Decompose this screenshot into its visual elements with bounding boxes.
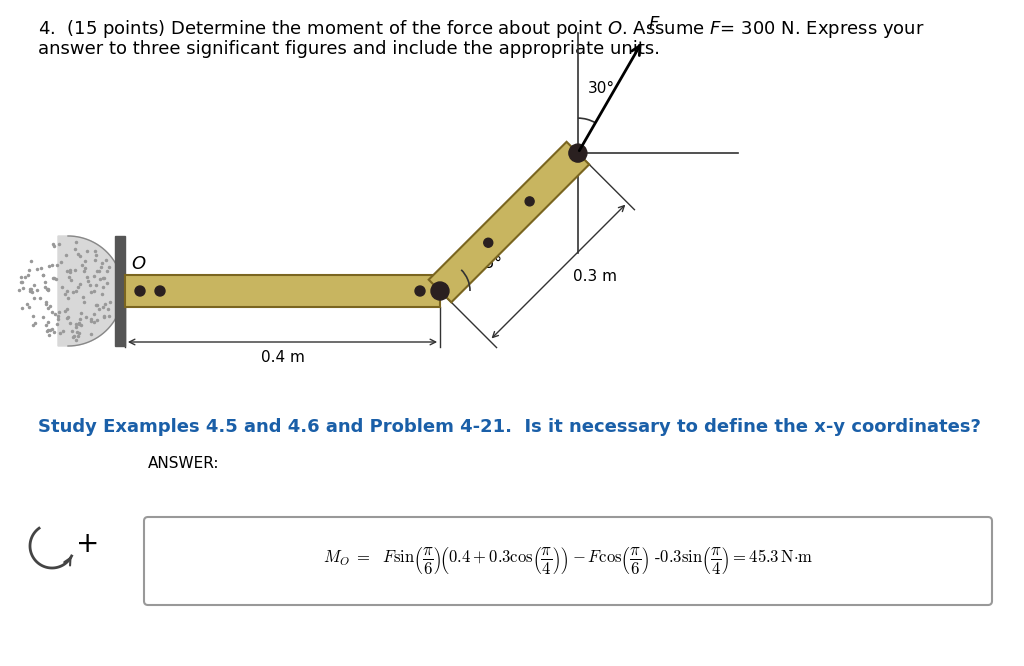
Text: 0.3 m: 0.3 m [573,269,617,284]
Text: Study Examples 4.5 and 4.6 and Problem 4-21.  Is it necessary to define the x-y : Study Examples 4.5 and 4.6 and Problem 4… [38,418,981,436]
Text: $M_O\ =\ \ F\sin\!\left(\dfrac{\pi}{6}\right)\!\left(0.4+0.3\cos\!\left(\dfrac{\: $M_O\ =\ \ F\sin\!\left(\dfrac{\pi}{6}\r… [323,545,813,577]
Circle shape [415,286,425,296]
Circle shape [525,197,535,206]
Circle shape [569,144,587,162]
Circle shape [155,286,165,296]
Text: +: + [77,530,99,558]
Circle shape [431,282,449,300]
Polygon shape [58,236,123,346]
Bar [125,275,440,307]
FancyBboxPatch shape [144,517,992,605]
Polygon shape [429,142,589,302]
Circle shape [135,286,145,296]
Text: answer to three significant figures and include the appropriate units.: answer to three significant figures and … [38,40,660,58]
Text: $F$: $F$ [648,15,660,33]
Text: 45°: 45° [475,256,502,271]
Circle shape [483,238,493,247]
Text: 30°: 30° [588,81,615,96]
Polygon shape [115,236,125,346]
Text: ANSWER:: ANSWER: [148,456,219,471]
Text: $O$: $O$ [131,255,146,273]
Text: 0.4 m: 0.4 m [260,350,304,365]
Text: 4.  (15 points) Determine the moment of the force about point $\it{O}$. Assume $: 4. (15 points) Determine the moment of t… [38,18,925,40]
